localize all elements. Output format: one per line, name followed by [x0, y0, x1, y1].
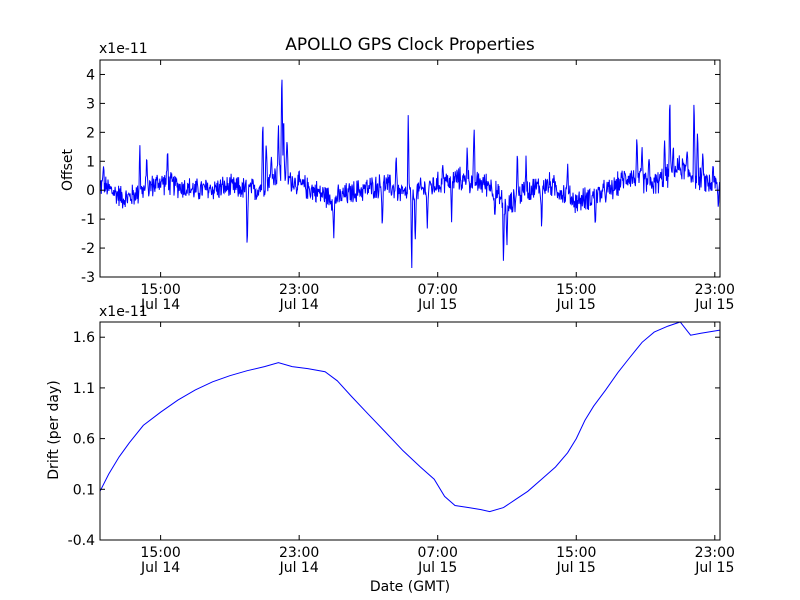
offset-xtick-time-label: 23:00: [695, 282, 735, 298]
offset-xtick-time-label: 15:00: [556, 282, 596, 298]
offset-xtick-time-label: 15:00: [140, 282, 180, 298]
offset-xtick-time-label: 23:00: [279, 282, 319, 298]
drift-panel: x1e-11 Drift (per day) -0.4 0.1 0.6 1.1 1.6 1…: [46, 304, 735, 595]
offset-xtick-date-label: Jul 15: [694, 297, 734, 313]
drift-x-axis-label: Date (GMT): [370, 579, 450, 595]
offset-xtick-date-label: Jul 14: [279, 297, 319, 313]
offset-ytick-label: 3: [86, 96, 95, 112]
drift-ytick-label: -0.4: [68, 533, 95, 549]
drift-xtick-time-label: 23:00: [279, 545, 319, 561]
drift-ytick-label: 0.6: [73, 432, 95, 448]
offset-ytick-label: 1: [86, 154, 95, 170]
drift-xtick-date-label: Jul 14: [279, 560, 319, 576]
offset-y-axis-label: Offset: [60, 148, 76, 191]
offset-xtick-date-label: Jul 15: [417, 297, 457, 313]
drift-y-axis-label: Drift (per day): [46, 380, 62, 479]
offset-ytick-label: 2: [86, 125, 95, 141]
drift-ytick-label: 1.1: [73, 381, 95, 397]
drift-ytick-label: 0.1: [73, 482, 95, 498]
offset-ytick-label: -2: [81, 241, 95, 257]
drift-ytick-label: 1.6: [73, 330, 95, 346]
drift-xtick-date-label: Jul 15: [417, 560, 457, 576]
offset-ytick-label: -3: [81, 270, 95, 286]
offset-scale-label: x1e-11: [99, 41, 148, 57]
drift-plot-frame: [99, 321, 721, 541]
offset-xtick-date-label: Jul 14: [140, 297, 180, 313]
offset-ytick-label: 0: [86, 183, 95, 199]
drift-series-group: [99, 321, 721, 513]
offset-ytick-label: 4: [86, 67, 95, 83]
drift-xtick-time-label: 15:00: [556, 545, 596, 561]
offset-xtick-date-label: Jul 15: [556, 297, 596, 313]
drift-xtick-date-label: Jul 14: [140, 560, 180, 576]
drift-xtick-time-label: 07:00: [418, 545, 458, 561]
drift-scale-label: x1e-11: [99, 304, 148, 320]
offset-plot-frame: [99, 59, 721, 278]
drift-xtick-date-label: Jul 15: [556, 560, 596, 576]
offset-series-line: [99, 79, 721, 269]
offset-ytick-label: -1: [81, 212, 95, 228]
offset-series-group: [99, 79, 721, 269]
drift-xtick-time-label: 15:00: [140, 545, 180, 561]
chart-title: APOLLO GPS Clock Properties: [285, 35, 535, 55]
offset-xtick-time-label: 07:00: [418, 282, 458, 298]
drift-xtick-time-label: 23:00: [695, 545, 735, 561]
drift-xtick-date-label: Jul 15: [694, 560, 734, 576]
drift-series-line: [99, 321, 721, 513]
